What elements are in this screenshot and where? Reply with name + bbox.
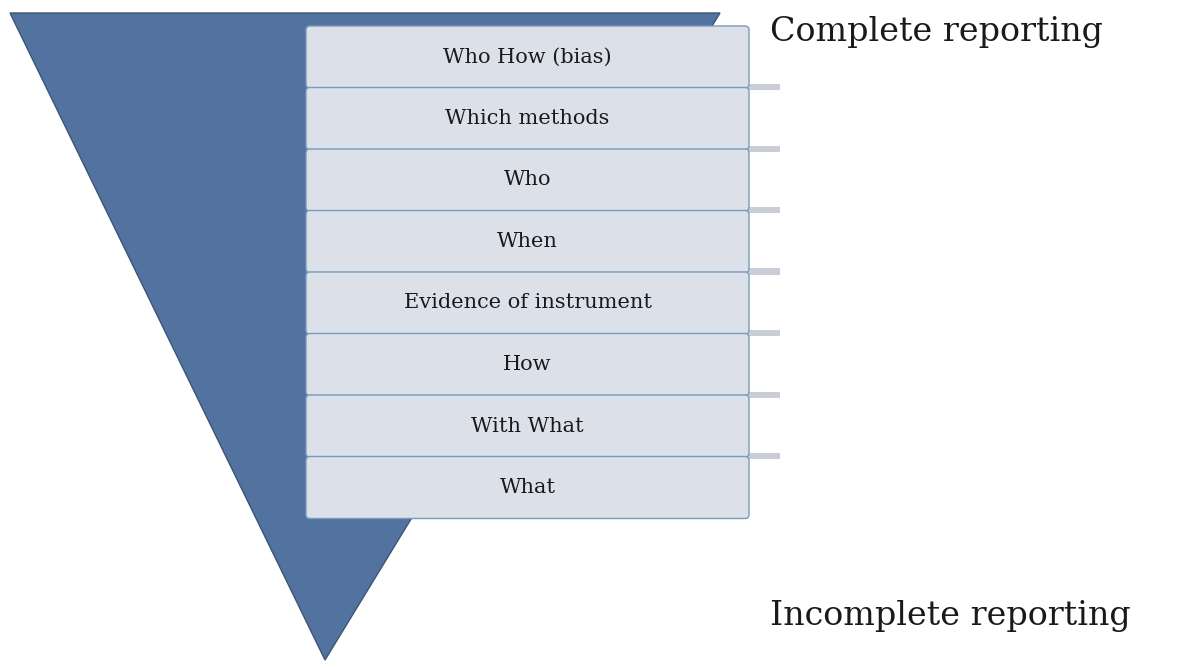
FancyBboxPatch shape bbox=[306, 26, 749, 88]
FancyBboxPatch shape bbox=[306, 456, 749, 518]
Text: Which methods: Which methods bbox=[445, 109, 610, 128]
Polygon shape bbox=[325, 391, 780, 398]
Polygon shape bbox=[325, 146, 780, 152]
Text: Incomplete reporting: Incomplete reporting bbox=[770, 600, 1130, 632]
Polygon shape bbox=[325, 330, 780, 337]
Polygon shape bbox=[325, 84, 780, 90]
Text: Complete reporting: Complete reporting bbox=[770, 16, 1103, 48]
Text: Evidence of instrument: Evidence of instrument bbox=[403, 293, 652, 313]
FancyBboxPatch shape bbox=[306, 272, 749, 334]
Text: With What: With What bbox=[472, 417, 584, 436]
Text: Who: Who bbox=[504, 170, 551, 190]
Text: How: How bbox=[503, 355, 552, 374]
FancyBboxPatch shape bbox=[306, 88, 749, 150]
FancyBboxPatch shape bbox=[306, 333, 749, 395]
Polygon shape bbox=[325, 269, 780, 275]
FancyBboxPatch shape bbox=[306, 149, 749, 211]
Text: When: When bbox=[497, 232, 558, 251]
Polygon shape bbox=[10, 13, 720, 660]
FancyBboxPatch shape bbox=[306, 395, 749, 457]
Text: What: What bbox=[499, 478, 556, 497]
Text: Who How (bias): Who How (bias) bbox=[443, 47, 612, 67]
FancyBboxPatch shape bbox=[306, 210, 749, 273]
Polygon shape bbox=[325, 453, 780, 460]
Polygon shape bbox=[325, 207, 780, 213]
